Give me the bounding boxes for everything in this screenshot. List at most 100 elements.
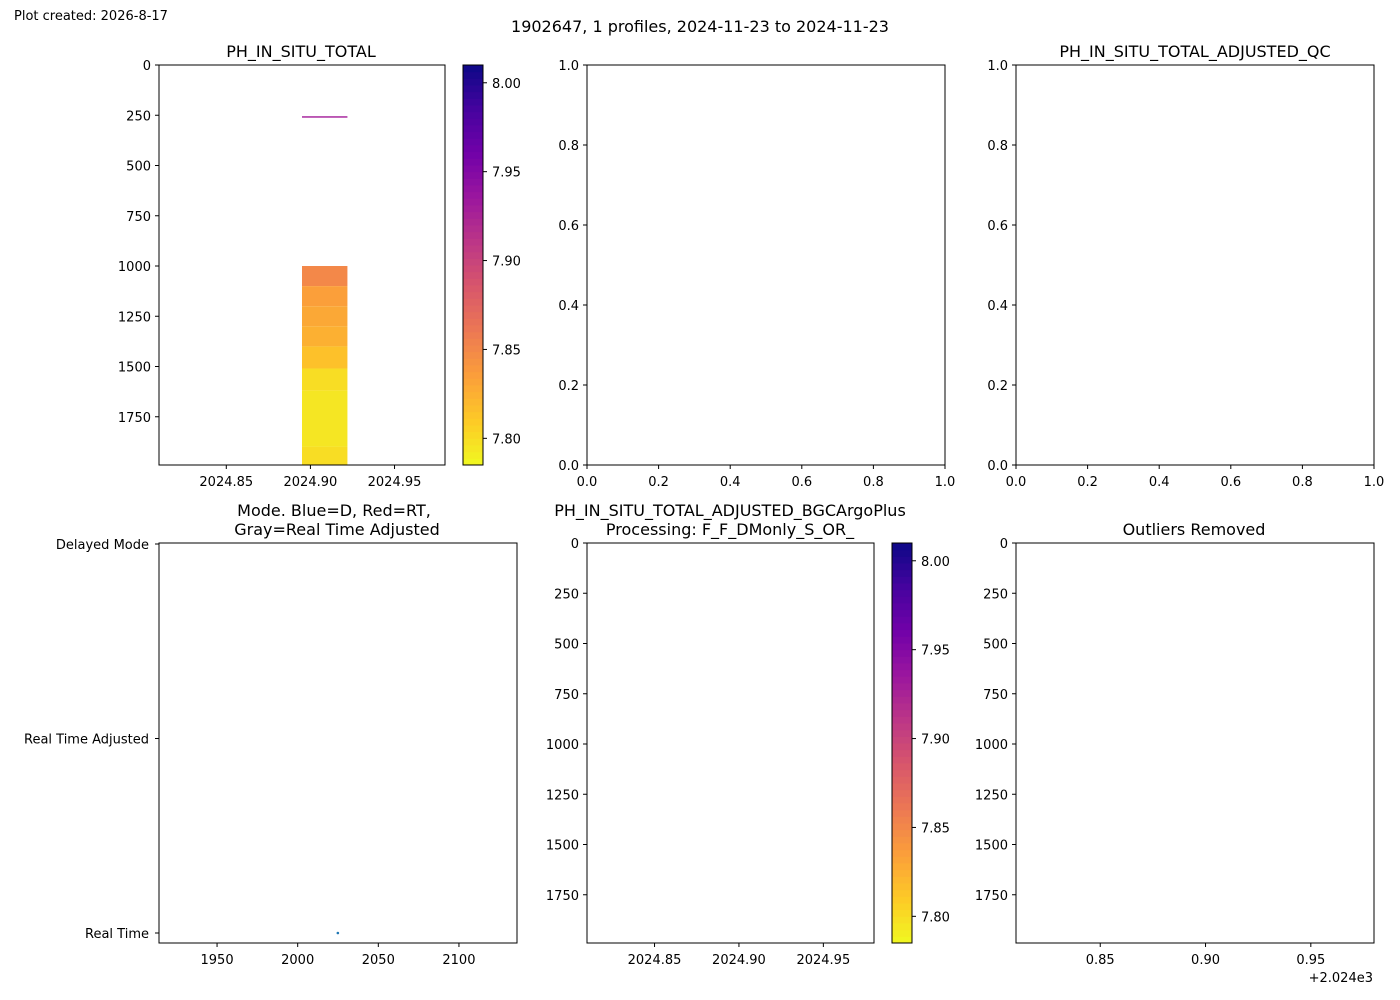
colorbar-segment (463, 418, 483, 426)
y-tick-label: 750 (983, 688, 1008, 703)
y-category-label: Real Time Adjusted (24, 733, 149, 748)
colorbar-segment (463, 91, 483, 99)
colorbar-segment (463, 445, 483, 453)
colorbar-segment (892, 836, 912, 844)
panel-outliers-removed: Outliers Removed 0.85 0.90 0.95 0 250 500 750 1… (975, 520, 1375, 986)
colorbar-tick-label: 7.80 (492, 432, 521, 447)
colorbar-segment (463, 111, 483, 119)
colorbar-tick-label: 7.90 (492, 255, 521, 270)
x-tick-label: 2050 (362, 953, 395, 968)
colorbar-segment (892, 749, 912, 757)
colorbar-segment (463, 305, 483, 313)
x-tick-label: 1.0 (1364, 475, 1385, 490)
colorbar-segment (892, 649, 912, 657)
colorbar-segment (892, 689, 912, 697)
colorbar-segment (463, 378, 483, 386)
panel-mode: Mode. Blue=D, Red=RT, Gray=Real Time Adj… (24, 501, 518, 968)
y-tick-label: 0.4 (558, 299, 579, 314)
colorbar-segment (892, 629, 912, 637)
colorbar-segment (463, 358, 483, 366)
colorbar-segment (892, 603, 912, 611)
panel-empty: 0.0 0.2 0.4 0.6 0.8 1.0 0.0 0.2 0.4 0.6 0.8 1.0 (558, 59, 955, 490)
heatmap-cell (302, 326, 348, 347)
colorbar-segment (463, 158, 483, 166)
colorbar-frame (462, 64, 484, 466)
y-tick-label: 500 (126, 160, 151, 175)
colorbar-segment (892, 803, 912, 811)
x-tick-label: 0.90 (1191, 953, 1220, 968)
colorbar-segment (463, 311, 483, 319)
y-tick-label: 0.6 (558, 219, 579, 234)
colorbar-segment (463, 245, 483, 253)
colorbar-segment (463, 205, 483, 213)
colorbar-segment (892, 643, 912, 651)
colorbar-segment (463, 185, 483, 193)
y-tick-label: 0 (143, 59, 151, 74)
colorbar-segment (463, 191, 483, 199)
colorbar-segment (463, 211, 483, 219)
heatmap-cell (302, 368, 348, 391)
heatmap-cell (302, 446, 348, 465)
colorbar-segment (892, 589, 912, 597)
colorbar-segment (892, 703, 912, 711)
x-tick-label: 0.95 (1296, 953, 1325, 968)
axes-frame (1015, 542, 1375, 944)
y-tick-label: 0.4 (987, 299, 1008, 314)
y-tick-label: 0.0 (558, 459, 579, 474)
colorbar-segment (892, 856, 912, 864)
colorbar-segment (892, 796, 912, 804)
colorbar-segment (892, 743, 912, 751)
colorbar: 7.80 7.85 7.90 7.95 8.00 (462, 64, 521, 466)
heatmap-cell (302, 346, 348, 369)
x-tick-label: 0.6 (1220, 475, 1241, 490)
y-tick-label: 1750 (975, 889, 1008, 904)
heatmap-cell (302, 266, 348, 287)
colorbar-segment (463, 405, 483, 413)
panel-title-line-1: Mode. Blue=D, Red=RT, (237, 501, 431, 520)
x-tick-label: 2024.85 (199, 475, 253, 490)
colorbar-tick-label: 7.90 (921, 733, 950, 748)
colorbar-segment (463, 411, 483, 419)
y-tick-label: 0.8 (558, 139, 579, 154)
colorbar: 7.80 7.85 7.90 7.95 8.00 (891, 542, 950, 944)
colorbar-segment (463, 365, 483, 373)
y-tick-label: 1000 (975, 738, 1008, 753)
y-tick-label: 1000 (118, 260, 151, 275)
colorbar-segment (463, 138, 483, 146)
colorbar-segment (463, 325, 483, 333)
colorbar-segment (892, 729, 912, 737)
x-tick-label: 0.2 (648, 475, 669, 490)
y-tick-label: 750 (554, 688, 579, 703)
colorbar-tick-label: 7.80 (921, 910, 950, 925)
y-tick-label: 500 (983, 638, 1008, 653)
y-tick-label: 0 (571, 537, 579, 552)
colorbar-frame (891, 542, 913, 944)
colorbar-segment (463, 225, 483, 233)
colorbar-segment (892, 623, 912, 631)
x-tick-label: 1950 (201, 953, 234, 968)
y-category-label: Real Time (85, 927, 149, 942)
colorbar-segment (892, 669, 912, 677)
colorbar-segment (463, 98, 483, 106)
colorbar-segment (892, 776, 912, 784)
colorbar-segment (892, 869, 912, 877)
y-tick-label: 1250 (118, 310, 151, 325)
colorbar-segment (463, 458, 483, 466)
colorbar-segment (892, 543, 912, 551)
colorbar-segment (892, 929, 912, 937)
colorbar-segment (463, 278, 483, 286)
colorbar-segment (463, 258, 483, 266)
heatmap-cell (302, 286, 348, 307)
colorbar-segment (892, 583, 912, 591)
axes-frame (586, 64, 946, 466)
y-category-label: Delayed Mode (56, 538, 149, 553)
colorbar-tick-label: 8.00 (921, 555, 950, 570)
colorbar-segment (892, 596, 912, 604)
colorbar-segment (892, 876, 912, 884)
panel-ph-adjusted-qc: PH_IN_SITU_TOTAL_ADJUSTED_QC 0.0 0.2 0.4 0.… (987, 42, 1384, 490)
colorbar-tick-label: 7.95 (921, 644, 950, 659)
colorbar-segment (892, 769, 912, 777)
x-tick-label: 0.4 (1149, 475, 1170, 490)
colorbar-segment (892, 569, 912, 577)
